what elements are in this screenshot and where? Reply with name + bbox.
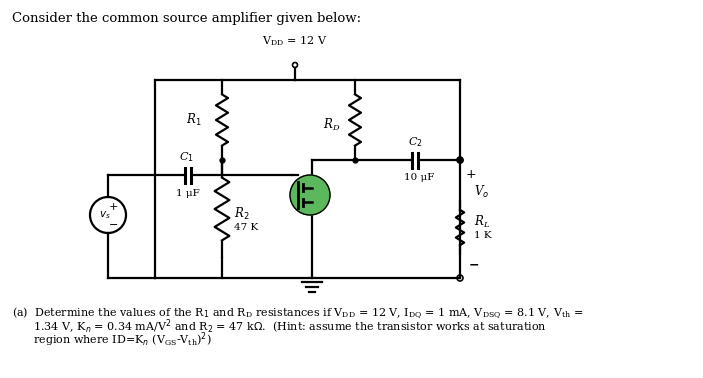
Text: R$_\mathregular{L}$: R$_\mathregular{L}$	[474, 214, 490, 230]
Text: (a)  Determine the values of the R$_1$ and R$_\mathregular{D}$ resistances if V$: (a) Determine the values of the R$_1$ an…	[12, 306, 583, 321]
Text: C$_2$: C$_2$	[408, 135, 423, 149]
Text: 1.34 V, K$_n$ = 0.34 mA/V$^2$ and R$_2$ = 47 k$\Omega$.  (Hint: assume the trans: 1.34 V, K$_n$ = 0.34 mA/V$^2$ and R$_2$ …	[12, 318, 547, 336]
Text: C$_1$: C$_1$	[179, 150, 193, 164]
Text: +: +	[466, 167, 477, 181]
Text: $v_s$: $v_s$	[99, 209, 111, 221]
Text: $\mathbf{-}$: $\mathbf{-}$	[468, 257, 479, 271]
Circle shape	[290, 175, 330, 215]
Text: $+$: $+$	[108, 201, 118, 212]
Text: R$_2$: R$_2$	[234, 206, 250, 222]
Text: 10 μF: 10 μF	[404, 174, 434, 183]
Text: $-$: $-$	[108, 218, 118, 228]
Text: Consider the common source amplifier given below:: Consider the common source amplifier giv…	[12, 12, 361, 25]
Text: 1 μF: 1 μF	[176, 189, 200, 197]
Text: 47 K: 47 K	[234, 223, 258, 231]
Text: R$_1$: R$_1$	[186, 112, 202, 128]
Text: V$_o$: V$_o$	[474, 184, 489, 200]
Text: V$_{\mathregular{DD}}$ = 12 V: V$_{\mathregular{DD}}$ = 12 V	[262, 34, 328, 48]
Text: R$_\mathregular{D}$: R$_\mathregular{D}$	[323, 117, 341, 133]
Text: 1 K: 1 K	[474, 231, 491, 240]
Text: region where ID=K$_n$ (V$_\mathregular{GS}$-V$_\mathregular{th}$)$^2$): region where ID=K$_n$ (V$_\mathregular{G…	[12, 330, 212, 349]
